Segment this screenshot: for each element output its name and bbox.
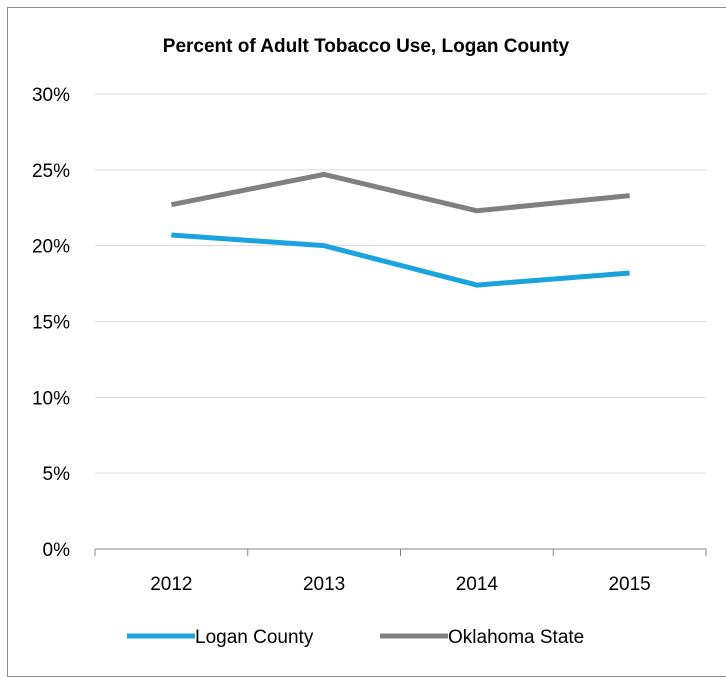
legend-label: Logan County xyxy=(195,627,314,648)
y-tick-label: 5% xyxy=(43,464,71,485)
x-tick-label: 2012 xyxy=(150,574,192,595)
chart-title: Percent of Adult Tobacco Use, Logan Coun… xyxy=(163,36,570,57)
x-tick-label: 2013 xyxy=(303,574,345,595)
axes xyxy=(94,548,707,556)
y-tick-label: 0% xyxy=(43,540,71,561)
legend-label: Oklahoma State xyxy=(448,627,584,648)
gridlines xyxy=(95,93,706,474)
chart-frame xyxy=(7,7,726,677)
y-tick-labels: 0% 5% 10% 15% 20% 25% 30% xyxy=(32,85,70,561)
y-tick-label: 10% xyxy=(32,388,70,409)
x-tick-labels: 2012 2013 2014 2015 xyxy=(150,574,651,595)
legend: Logan County Oklahoma State xyxy=(127,627,584,648)
series-line-oklahoma-state xyxy=(170,171,630,214)
series-lines xyxy=(170,171,630,288)
series-line-logan-county xyxy=(171,232,630,288)
y-tick-label: 20% xyxy=(32,237,70,258)
y-tick-label: 15% xyxy=(32,313,70,334)
y-tick-label: 30% xyxy=(32,85,70,106)
x-tick-label: 2014 xyxy=(456,574,499,595)
y-tick-label: 25% xyxy=(32,161,70,182)
x-tick-label: 2015 xyxy=(608,574,650,595)
